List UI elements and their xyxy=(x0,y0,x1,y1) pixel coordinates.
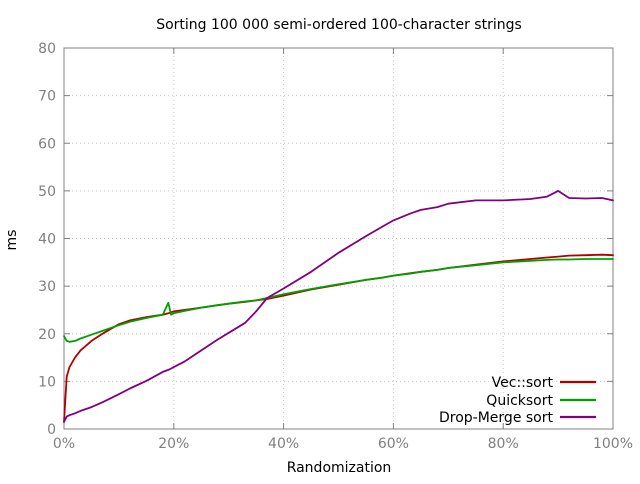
y-tick-label: 70 xyxy=(38,89,56,105)
x-tick-label: 40% xyxy=(268,436,299,452)
grid xyxy=(64,48,613,429)
series-line-drop-merge-sort xyxy=(63,189,614,423)
y-tick-label: 0 xyxy=(47,422,56,438)
chart-title: Sorting 100 000 semi-ordered 100-charact… xyxy=(156,17,522,33)
y-axis-title: ms xyxy=(4,230,20,251)
x-tick-label: 80% xyxy=(488,436,519,452)
y-tick-label: 50 xyxy=(38,184,56,200)
y-tick-label: 20 xyxy=(38,327,56,343)
series-lines xyxy=(63,189,614,423)
y-tick-label: 60 xyxy=(38,136,56,152)
y-tick-label: 30 xyxy=(38,279,56,295)
x-tick-label: 0% xyxy=(53,436,75,452)
legend-label-quicksort: Quicksort xyxy=(486,393,553,409)
legend: Vec::sort Quicksort Drop-Merge sort xyxy=(439,375,596,426)
axis-ticks: 0 10 20 30 40 50 60 70 80 0% 20% 40% 60% 80% 100% xyxy=(38,41,633,452)
x-tick-label: 100% xyxy=(593,436,633,452)
series-line-quicksort xyxy=(63,258,614,343)
x-tick-label: 20% xyxy=(158,436,189,452)
y-tick-label: 10 xyxy=(38,374,56,390)
x-axis-title: Randomization xyxy=(287,460,392,476)
legend-label-vec-sort: Vec::sort xyxy=(492,375,554,391)
x-tick-label: 60% xyxy=(378,436,409,452)
y-tick-label: 80 xyxy=(38,41,56,57)
y-tick-label: 40 xyxy=(38,232,56,248)
plot-frame xyxy=(63,47,614,430)
legend-label-drop-merge-sort: Drop-Merge sort xyxy=(439,410,554,426)
